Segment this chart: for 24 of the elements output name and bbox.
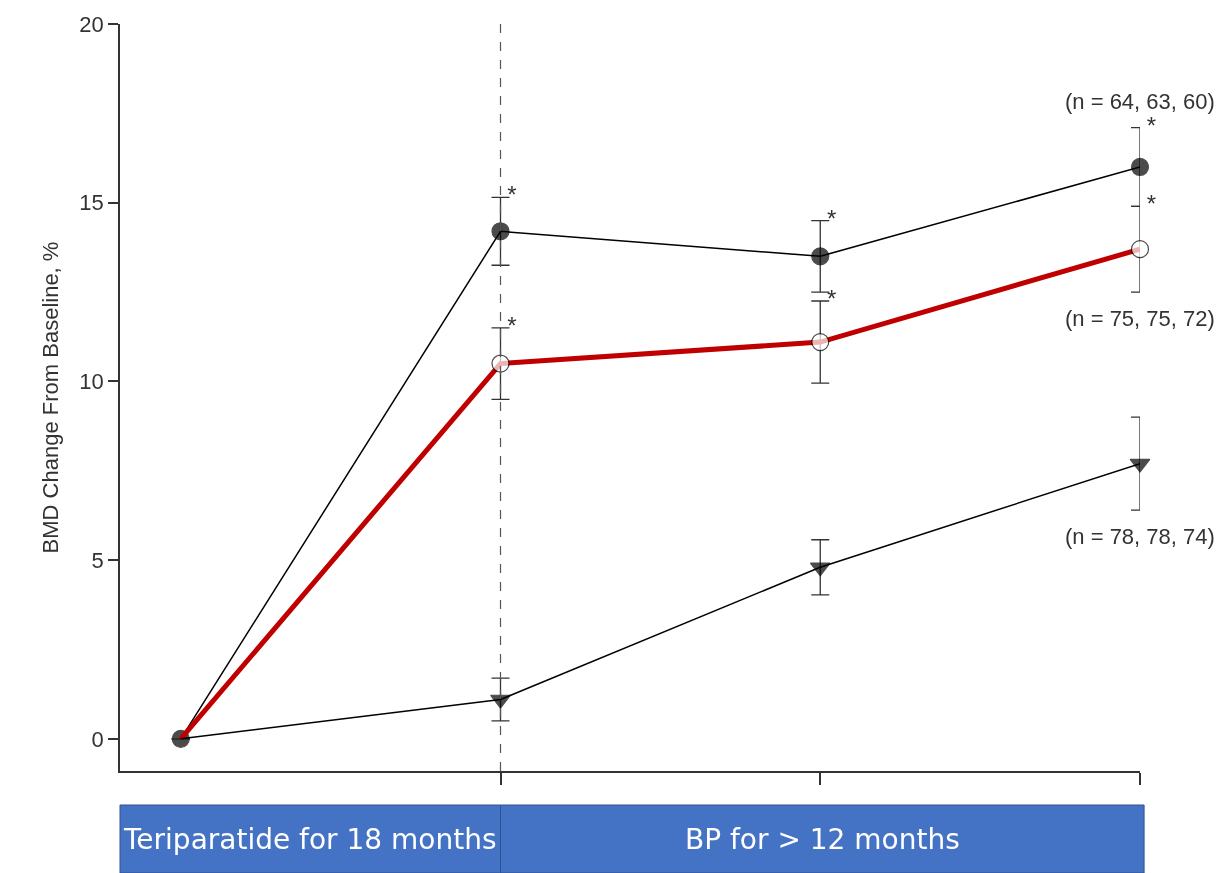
annotation: (n = 64, 63, 60)	[1065, 89, 1215, 114]
text: BP for > 12 months	[685, 823, 960, 856]
y-axis-title: BMD Change From Baseline, %	[37, 241, 63, 554]
point	[490, 694, 511, 709]
point	[1130, 157, 1150, 177]
annotation: (n = 75, 75, 72)	[1065, 306, 1215, 331]
y-tick-label: 20	[79, 11, 104, 37]
y-tick-label: 15	[79, 190, 104, 216]
point	[491, 354, 510, 373]
data-label: *	[500, 181, 517, 209]
data-label: *	[1140, 190, 1157, 218]
point	[1130, 240, 1150, 259]
data-label: *	[820, 204, 837, 232]
y-tick-label: 0	[91, 726, 104, 752]
point	[811, 333, 830, 352]
point	[811, 247, 830, 266]
y-tick-label: 5	[91, 547, 104, 573]
annotation: (n = 78, 78, 74)	[1065, 524, 1215, 549]
data-label: *	[820, 285, 837, 312]
text: Teriparatide for 18 months	[123, 823, 497, 856]
y-tick-label: 10	[79, 369, 104, 395]
data-label: *	[1140, 111, 1157, 139]
data-label: *	[500, 311, 517, 339]
point	[491, 222, 510, 241]
